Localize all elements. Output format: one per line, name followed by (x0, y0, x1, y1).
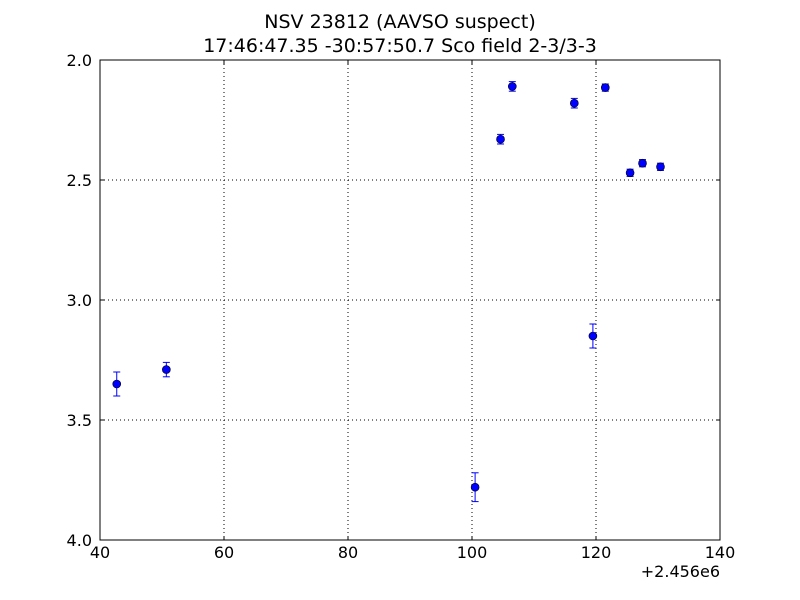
data-point (507, 81, 517, 92)
grid-lines (100, 60, 720, 540)
axis-ticks (99, 59, 721, 541)
y-tick-label: 2.0 (67, 51, 92, 70)
point-marker (656, 162, 665, 172)
x-tick-label: 120 (581, 543, 612, 562)
point-marker (588, 331, 598, 341)
chart-subtitle: 17:46:47.35 -30:57:50.7 Sco field 2-3/3-… (203, 35, 597, 57)
point-marker (496, 134, 505, 144)
data-point (470, 472, 480, 503)
y-tick-label: 3.5 (67, 411, 92, 430)
data-point (656, 162, 665, 172)
point-marker (600, 83, 610, 92)
point-marker (569, 98, 579, 108)
data-point (588, 323, 598, 349)
data-point (112, 371, 122, 397)
chart-title: NSV 23812 (AAVSO suspect) (264, 11, 536, 33)
point-marker (112, 379, 122, 389)
point-marker (625, 168, 635, 178)
y-tick-labels: 2.0 2.5 3.0 3.5 4.0 (67, 51, 92, 550)
x-tick-labels: 40 60 80 100 120 140 (90, 543, 735, 562)
x-tick-label: 100 (457, 543, 488, 562)
point-marker (162, 365, 171, 374)
y-tick-label: 4.0 (67, 531, 92, 550)
point-marker (638, 158, 647, 168)
data-point (162, 361, 171, 378)
data-points (112, 81, 665, 503)
x-tick-label: 140 (705, 543, 736, 562)
data-point (625, 168, 635, 178)
data-point (638, 158, 647, 168)
x-tick-label: 40 (90, 543, 110, 562)
x-tick-label: 60 (214, 543, 234, 562)
x-axis-offset-label: +2.456e6 (640, 562, 720, 581)
data-point (600, 83, 610, 92)
point-marker (507, 82, 517, 91)
data-point (496, 133, 505, 145)
y-tick-label: 2.5 (67, 171, 92, 190)
point-marker (470, 482, 480, 492)
data-point (569, 97, 579, 109)
y-tick-label: 3.0 (67, 291, 92, 310)
x-tick-label: 80 (338, 543, 358, 562)
